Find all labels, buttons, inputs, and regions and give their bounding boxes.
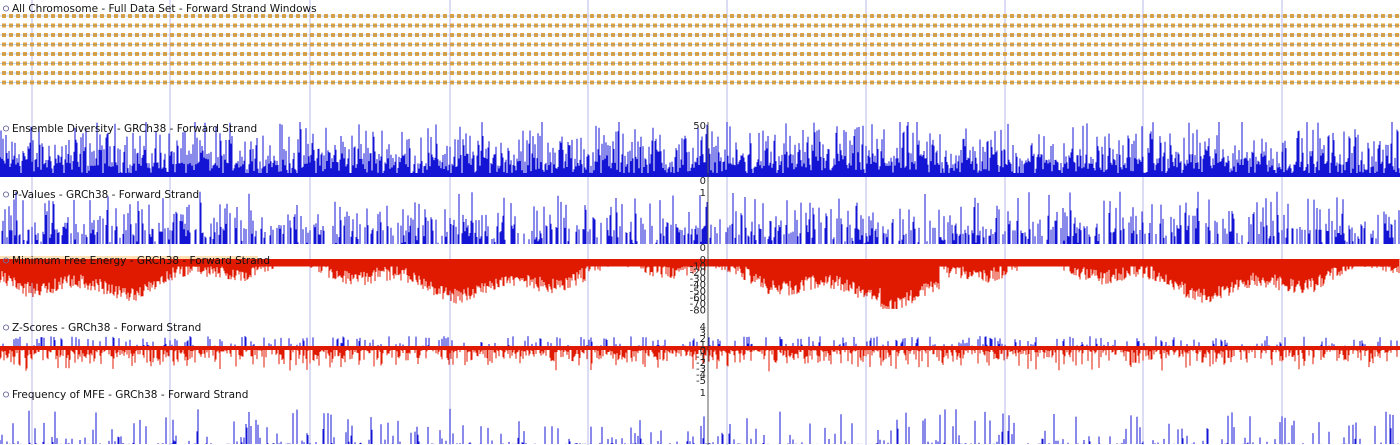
- axis-tick-label: -20: [690, 268, 706, 279]
- freq-track[interactable]: [0, 408, 1399, 444]
- axis-tick-label: -50: [690, 287, 706, 298]
- axis-tick-label: -2: [696, 358, 706, 369]
- track-label-ed[interactable]: Ensemble Diversity - GRCh38 - Forward St…: [2, 123, 257, 135]
- ed-track[interactable]: [0, 122, 1400, 177]
- axis-tick-label: 3: [700, 328, 706, 339]
- axis-tick-label: -80: [690, 305, 706, 316]
- axis-tick-label: -40: [690, 280, 706, 291]
- feature-track[interactable]: [0, 14, 1400, 85]
- freq-bars: [0, 408, 1399, 444]
- z-track[interactable]: [0, 336, 1400, 372]
- axis-tick-label: -10: [690, 261, 706, 272]
- axis-tick-label: 0: [700, 255, 706, 266]
- track-toggle-icon[interactable]: [2, 257, 10, 264]
- track-label-mfe[interactable]: Minimum Free Energy - GRCh38 - Forward S…: [2, 255, 270, 267]
- z-baseline: [0, 346, 1400, 350]
- axis-tick-label: 0: [700, 243, 706, 254]
- axis-tick-label: -60: [690, 293, 706, 304]
- axis-tick-label: -4: [696, 370, 706, 381]
- track-title: Minimum Free Energy - GRCh38 - Forward S…: [12, 255, 270, 267]
- pv-bars: [1, 191, 1400, 244]
- track-toggle-icon[interactable]: [2, 324, 10, 331]
- track-labels: All Chromosome - Full Data Set - Forward…: [2, 3, 709, 445]
- track-title: Frequency of MFE - GRCh38 - Forward Stra…: [12, 389, 248, 401]
- axis-tick-label: 1: [700, 340, 706, 351]
- track-title: All Chromosome - Full Data Set - Forward…: [12, 3, 317, 15]
- axis-tick-label: -3: [696, 364, 706, 375]
- y-axis: 500100-10-20-30-40-50-60-70-8043210-1-2-…: [690, 121, 709, 445]
- mfe-bars: [0, 259, 1400, 309]
- axis-tick-label: -5: [696, 376, 706, 387]
- track-title: Z-Scores - GRCh38 - Forward Strand: [12, 322, 201, 334]
- axis-tick-label: -70: [690, 299, 706, 310]
- track-label-pv[interactable]: P-Values - GRCh38 - Forward Strand: [2, 189, 199, 201]
- track-toggle-icon[interactable]: [2, 5, 10, 12]
- track-title: P-Values - GRCh38 - Forward Strand: [12, 189, 199, 201]
- axis-tick-label: 0: [700, 176, 706, 187]
- axis-tick-label: 1: [700, 388, 706, 399]
- track-toggle-icon[interactable]: [2, 391, 10, 398]
- axis-tick-label: -1: [696, 352, 706, 363]
- mfe-track[interactable]: [0, 259, 1400, 309]
- track-toggle-icon[interactable]: [2, 125, 10, 132]
- track-label-z[interactable]: Z-Scores - GRCh38 - Forward Strand: [2, 322, 201, 334]
- pv-track[interactable]: [1, 191, 1400, 244]
- axis-tick-label: -30: [690, 274, 706, 285]
- axis-tick-label: 2: [700, 334, 706, 345]
- track-label-all[interactable]: All Chromosome - Full Data Set - Forward…: [2, 3, 317, 15]
- axis-tick-label: 0: [700, 346, 706, 357]
- track-title: Ensemble Diversity - GRCh38 - Forward St…: [12, 123, 257, 135]
- ed-baseline: [0, 173, 1400, 177]
- track-label-freq[interactable]: Frequency of MFE - GRCh38 - Forward Stra…: [2, 389, 248, 401]
- axis-tick-label: 4: [700, 322, 706, 333]
- track-layer: [0, 14, 1400, 444]
- axis-tick-label: 1: [700, 188, 706, 199]
- track-toggle-icon[interactable]: [2, 191, 10, 198]
- axis-tick-label: 50: [693, 121, 706, 132]
